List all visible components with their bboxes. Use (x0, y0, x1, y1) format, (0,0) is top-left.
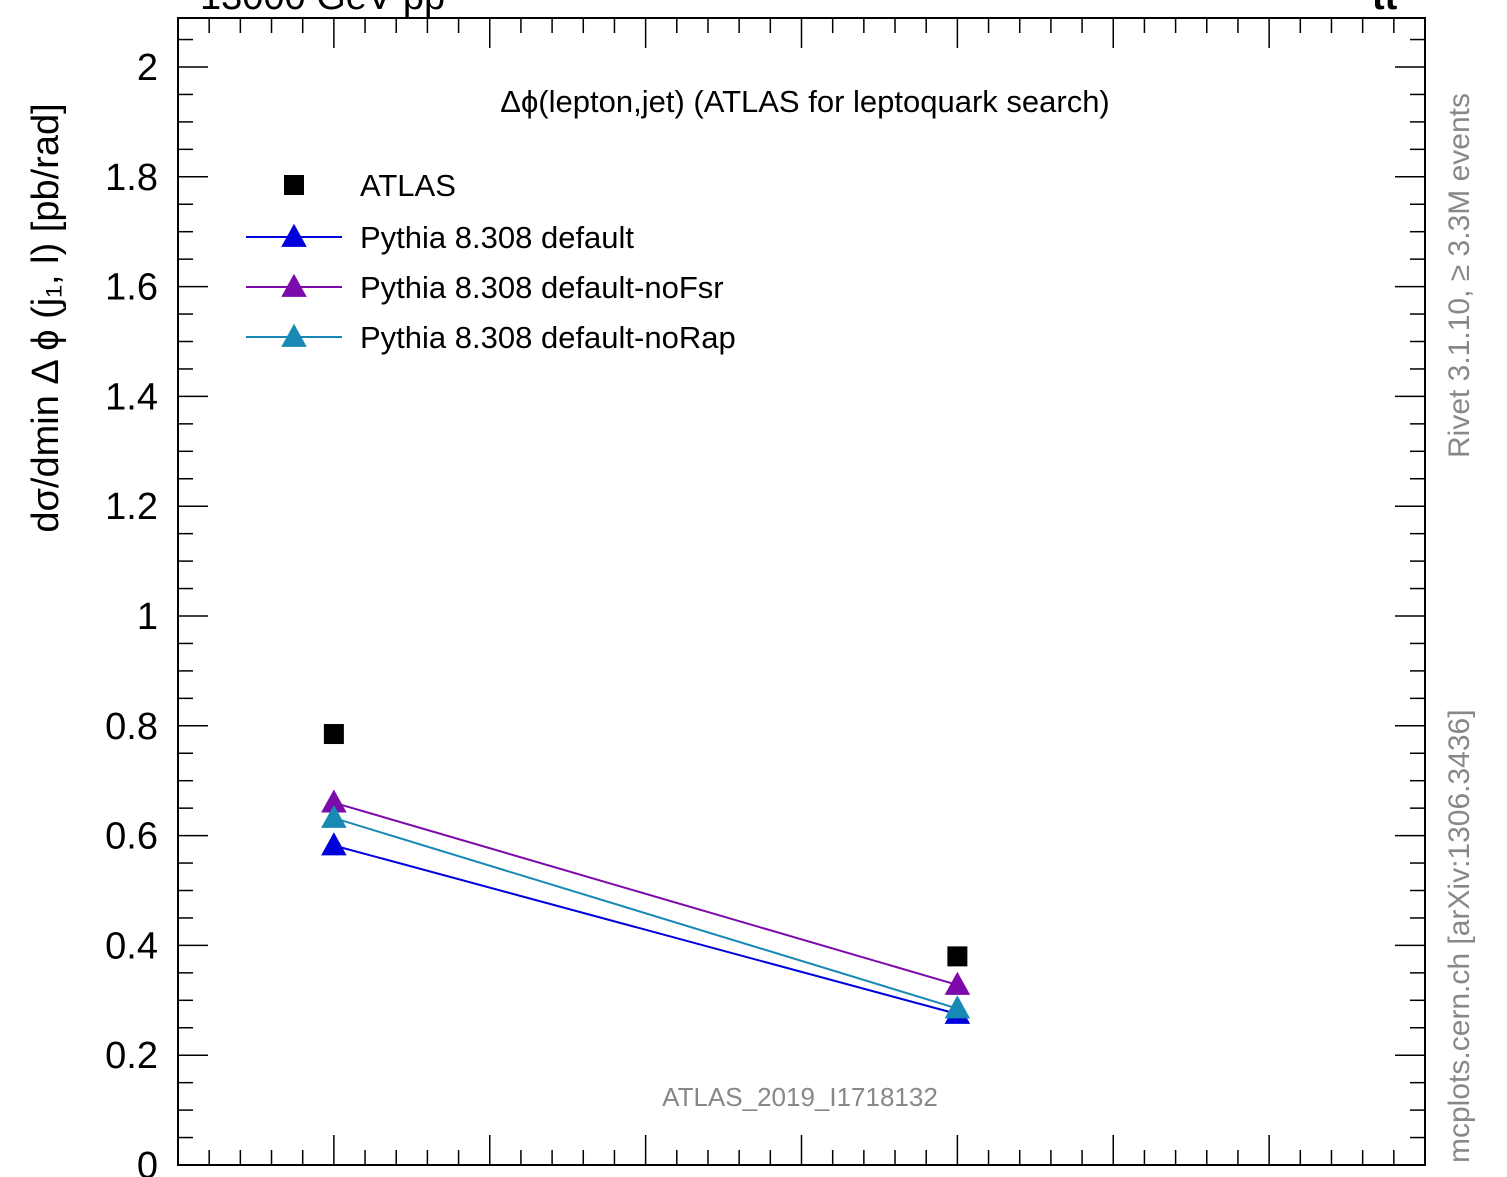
data-point (321, 832, 347, 856)
data-point (321, 804, 347, 828)
y-axis-label: dσ/dmin Δ ϕ (j₁, l) [pb/rad] (25, 103, 67, 532)
y-tick-label: 0.4 (105, 925, 158, 967)
legend-label: Pythia 8.308 default (360, 220, 634, 255)
analysis-label: ATLAS_2019_I1718132 (662, 1082, 938, 1112)
series-line (333, 801, 958, 986)
y-tick-label: 1.2 (105, 486, 158, 528)
legend-label: Pythia 8.308 default-noFsr (360, 270, 724, 305)
y-tick-label: 1 (137, 596, 158, 638)
y-tick-label: 2 (137, 47, 158, 89)
y-tick-label: 1.4 (105, 376, 158, 418)
legend-label: Pythia 8.308 default-noRap (360, 320, 736, 355)
y-tick-label: 1.8 (105, 157, 158, 199)
legend-label: ATLAS (360, 168, 456, 203)
series-0 (323, 724, 968, 967)
data-point (944, 995, 971, 1019)
data-point (947, 946, 968, 967)
chart-title: Δϕ(lepton,jet) (ATLAS for leptoquark sea… (500, 84, 1110, 119)
legend-entry-3: Pythia 8.308 default-noRap (246, 320, 736, 355)
x-axis-ticks (177, 18, 1426, 1165)
rivet-version-label: Rivet 3.1.10, ≥ 3.3M events (1443, 93, 1476, 458)
y-tick-label: 1.6 (105, 267, 158, 309)
series-layer (321, 724, 971, 1024)
header-energy-label: 13000 GeV pp (200, 0, 445, 19)
legend-marker (284, 175, 304, 195)
legend-entry-2: Pythia 8.308 default-noFsr (246, 270, 724, 305)
legend-marker (281, 223, 307, 247)
data-point (323, 724, 344, 745)
legend-entry-1: Pythia 8.308 default (246, 220, 634, 255)
y-tick-label: 0.6 (105, 816, 158, 858)
series-2 (321, 789, 971, 995)
legend-marker (281, 273, 307, 297)
y-tick-label: 0.8 (105, 706, 158, 748)
data-point (944, 971, 971, 995)
y-tick-label: 0 (137, 1145, 158, 1177)
legend-marker (281, 323, 307, 347)
y-tick-label: 0.2 (105, 1035, 158, 1077)
series-3 (321, 804, 971, 1019)
series-line (333, 817, 958, 1010)
data-point (321, 789, 347, 813)
y-axis-ticks: 0 0.2 0.4 0.6 0.8 1 1.2 1.4 1.6 1.8 2 (105, 38, 1425, 1177)
series-1 (321, 832, 971, 1024)
source-label: mcplots.cern.ch [arXiv:1306.3436] (1443, 709, 1476, 1163)
legend: ATLAS Pythia 8.308 default Pythia 8.308 de… (246, 168, 736, 355)
series-line (333, 844, 958, 1015)
legend-entry-0: ATLAS (284, 168, 456, 203)
header-process-label: tt (1372, 0, 1397, 19)
